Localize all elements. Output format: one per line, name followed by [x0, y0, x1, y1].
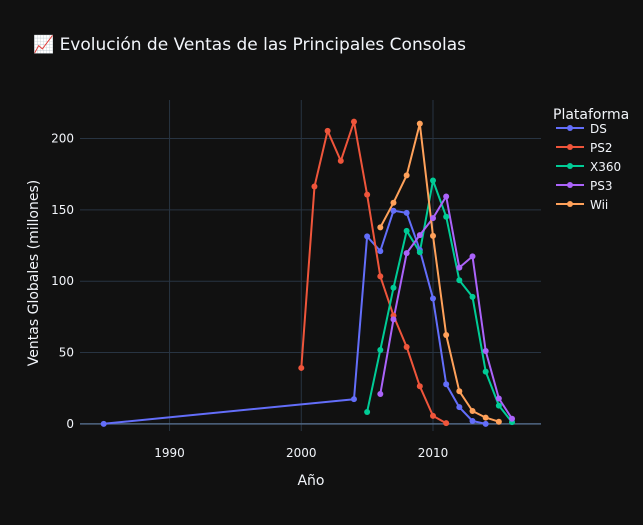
data-point-ds[interactable]: [456, 404, 463, 411]
x-tick-label: 1990: [154, 446, 185, 460]
legend-label: X360: [590, 160, 621, 174]
x-tick-label: 2010: [418, 446, 449, 460]
data-point-x360[interactable]: [364, 409, 371, 416]
data-point-wii[interactable]: [469, 408, 476, 415]
series-line-wii: [379, 122, 500, 423]
data-point-ps3[interactable]: [482, 347, 489, 354]
chart-title: 📈 Evolución de Ventas de las Principales…: [33, 34, 466, 55]
data-point-ps3[interactable]: [390, 316, 397, 323]
data-point-ps3[interactable]: [416, 232, 423, 239]
data-point-ps2[interactable]: [443, 420, 450, 427]
data-point-ps3[interactable]: [443, 193, 450, 200]
data-point-wii[interactable]: [495, 418, 502, 425]
legend[interactable]: Plataforma DS PS2 X360 PS3 Wii: [553, 107, 629, 212]
x-tick-labels: 1990 2000 2010: [154, 446, 448, 460]
y-axis-label: Ventas Globales (millones): [26, 180, 42, 366]
data-point-ps2[interactable]: [311, 183, 318, 190]
data-point-ps3[interactable]: [495, 395, 502, 402]
data-point-wii[interactable]: [403, 172, 410, 179]
y-tick-label: 100: [51, 274, 74, 288]
legend-item-x360[interactable]: X360: [556, 160, 621, 174]
data-point-ds[interactable]: [469, 418, 476, 425]
y-tick-label: 150: [51, 203, 74, 217]
data-point-wii[interactable]: [390, 199, 397, 206]
data-point-ds[interactable]: [390, 207, 397, 214]
data-point-ps3[interactable]: [403, 250, 410, 257]
legend-item-wii[interactable]: Wii: [556, 198, 608, 212]
series-line-ds: [103, 209, 486, 425]
y-tick-label: 200: [51, 132, 74, 146]
data-point-x360[interactable]: [456, 277, 463, 284]
data-point-ps3[interactable]: [469, 253, 476, 260]
series-points: [100, 118, 516, 427]
grid: [80, 100, 541, 431]
legend-item-ps2[interactable]: PS2: [556, 141, 613, 155]
data-point-ps3[interactable]: [429, 215, 436, 222]
x-axis-label: Año: [297, 473, 324, 489]
data-point-ds[interactable]: [364, 233, 371, 240]
legend-swatch-marker: [567, 201, 573, 207]
data-point-ps2[interactable]: [364, 191, 371, 198]
data-point-wii[interactable]: [429, 232, 436, 239]
data-point-x360[interactable]: [495, 402, 502, 409]
data-point-x360[interactable]: [390, 284, 397, 291]
data-point-wii[interactable]: [482, 414, 489, 421]
y-tick-label: 0: [66, 417, 74, 431]
data-point-x360[interactable]: [443, 213, 450, 220]
data-point-ps2[interactable]: [403, 343, 410, 350]
data-point-ps2[interactable]: [324, 127, 331, 134]
data-point-x360[interactable]: [403, 227, 410, 234]
legend-swatch-marker: [567, 144, 573, 150]
data-point-wii[interactable]: [456, 388, 463, 395]
data-point-ds[interactable]: [100, 420, 107, 427]
data-point-ds[interactable]: [403, 209, 410, 216]
data-point-ds[interactable]: [482, 420, 489, 427]
legend-label: PS2: [590, 141, 613, 155]
data-point-wii[interactable]: [443, 331, 450, 338]
legend-swatch-marker: [567, 163, 573, 169]
data-point-ds[interactable]: [443, 381, 450, 388]
data-point-ps2[interactable]: [350, 118, 357, 125]
data-point-ps3[interactable]: [509, 415, 516, 422]
data-point-ps3[interactable]: [456, 264, 463, 271]
x-tick-label: 2000: [286, 446, 317, 460]
data-point-ps2[interactable]: [298, 364, 305, 371]
data-point-ps2[interactable]: [429, 412, 436, 419]
legend-item-ps3[interactable]: PS3: [556, 179, 613, 193]
series-lines: [103, 120, 513, 425]
legend-label: DS: [590, 122, 607, 136]
data-point-ps2[interactable]: [337, 157, 344, 164]
data-point-ds[interactable]: [377, 248, 384, 255]
series-line-ps2: [300, 120, 447, 425]
data-point-x360[interactable]: [377, 346, 384, 353]
data-point-x360[interactable]: [416, 249, 423, 256]
data-point-ps2[interactable]: [416, 383, 423, 390]
data-point-wii[interactable]: [416, 120, 423, 127]
data-point-ds[interactable]: [429, 295, 436, 302]
data-point-ds[interactable]: [350, 396, 357, 403]
series-line-x360: [366, 179, 513, 423]
legend-item-ds[interactable]: DS: [556, 122, 607, 136]
legend-label: PS3: [590, 179, 613, 193]
data-point-x360[interactable]: [429, 177, 436, 184]
data-point-ps3[interactable]: [377, 391, 384, 398]
data-point-wii[interactable]: [377, 224, 384, 231]
data-point-ps2[interactable]: [377, 273, 384, 280]
y-tick-label: 50: [59, 346, 74, 360]
legend-swatch-marker: [567, 125, 573, 131]
legend-items[interactable]: DS PS2 X360 PS3 Wii: [556, 122, 621, 212]
legend-title: Plataforma: [553, 107, 629, 123]
data-point-x360[interactable]: [482, 368, 489, 375]
legend-swatch-marker: [567, 182, 573, 188]
legend-label: Wii: [590, 198, 608, 212]
y-tick-labels: 0 50 100 150 200: [51, 132, 74, 431]
data-point-x360[interactable]: [469, 293, 476, 300]
